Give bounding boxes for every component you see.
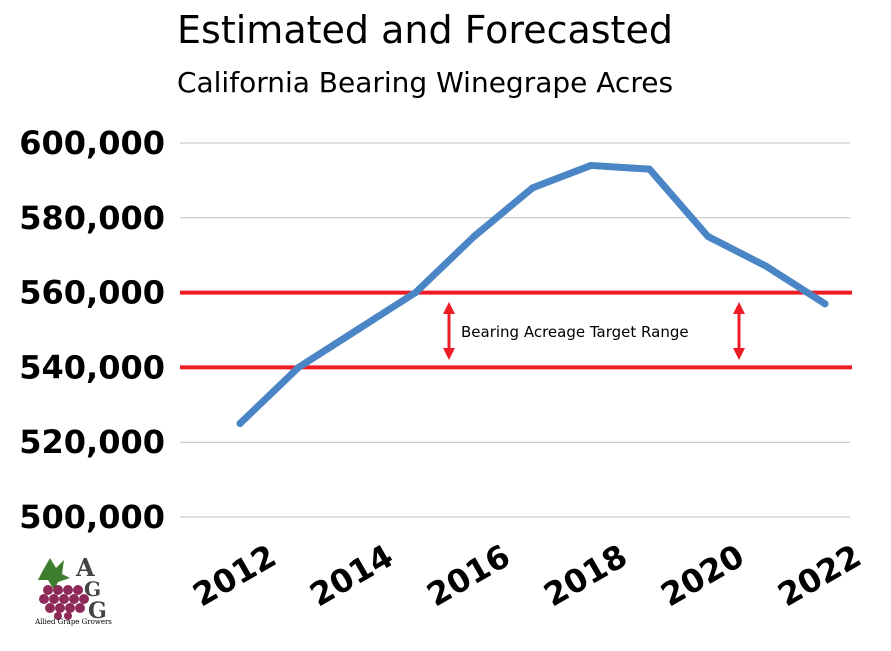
data-point <box>529 184 536 192</box>
x-tick-label: 2022 <box>771 537 867 614</box>
data-point <box>412 289 419 297</box>
y-tick-label: 580,000 <box>19 199 165 237</box>
range-arrow-left <box>443 302 455 360</box>
svg-text:G: G <box>88 598 107 624</box>
data-point <box>470 233 478 240</box>
data-point <box>587 161 595 169</box>
data-point <box>704 233 712 240</box>
y-tick-label: 520,000 <box>19 423 165 461</box>
data-point <box>763 262 770 270</box>
y-tick-label: 540,000 <box>19 348 165 386</box>
svg-text:G: G <box>84 577 101 601</box>
chart-subtitle: California Bearing Winegrape Acres <box>176 66 674 99</box>
data-point <box>295 363 302 371</box>
x-tick-label: 2014 <box>303 537 399 614</box>
y-tick-label: 500,000 <box>19 498 165 536</box>
grape-cluster-icon <box>39 585 89 620</box>
x-axis-ticks: 2012 2014 2016 2018 2020 2022 <box>186 537 867 614</box>
allied-grape-growers-logo: A G G <box>36 553 110 624</box>
svg-text:A: A <box>75 554 95 582</box>
range-arrow-right <box>733 302 745 360</box>
data-point <box>353 326 361 334</box>
leaf-icon <box>38 558 70 590</box>
data-point <box>821 300 829 308</box>
y-axis-ticks: 600,000 580,000 560,000 540,000 520,000 500,0… <box>19 124 165 536</box>
x-tick-label: 2012 <box>186 537 282 614</box>
target-range-lines <box>180 290 852 370</box>
target-range-annotation: Bearing Acreage Target Range <box>461 323 689 341</box>
logo-monogram: A G G <box>75 553 107 624</box>
range-arrows <box>443 302 745 360</box>
logo-caption: Allied Grape Growers <box>35 618 112 626</box>
y-tick-label: 560,000 <box>19 274 165 312</box>
y-tick-label: 600,000 <box>19 124 165 162</box>
series-group <box>236 161 829 427</box>
data-point <box>646 165 653 173</box>
chart-title: Estimated and Forecasted <box>177 8 673 52</box>
x-tick-label: 2016 <box>420 537 516 614</box>
x-tick-label: 2018 <box>537 537 633 614</box>
x-tick-label: 2020 <box>654 537 750 614</box>
data-point <box>236 420 244 427</box>
